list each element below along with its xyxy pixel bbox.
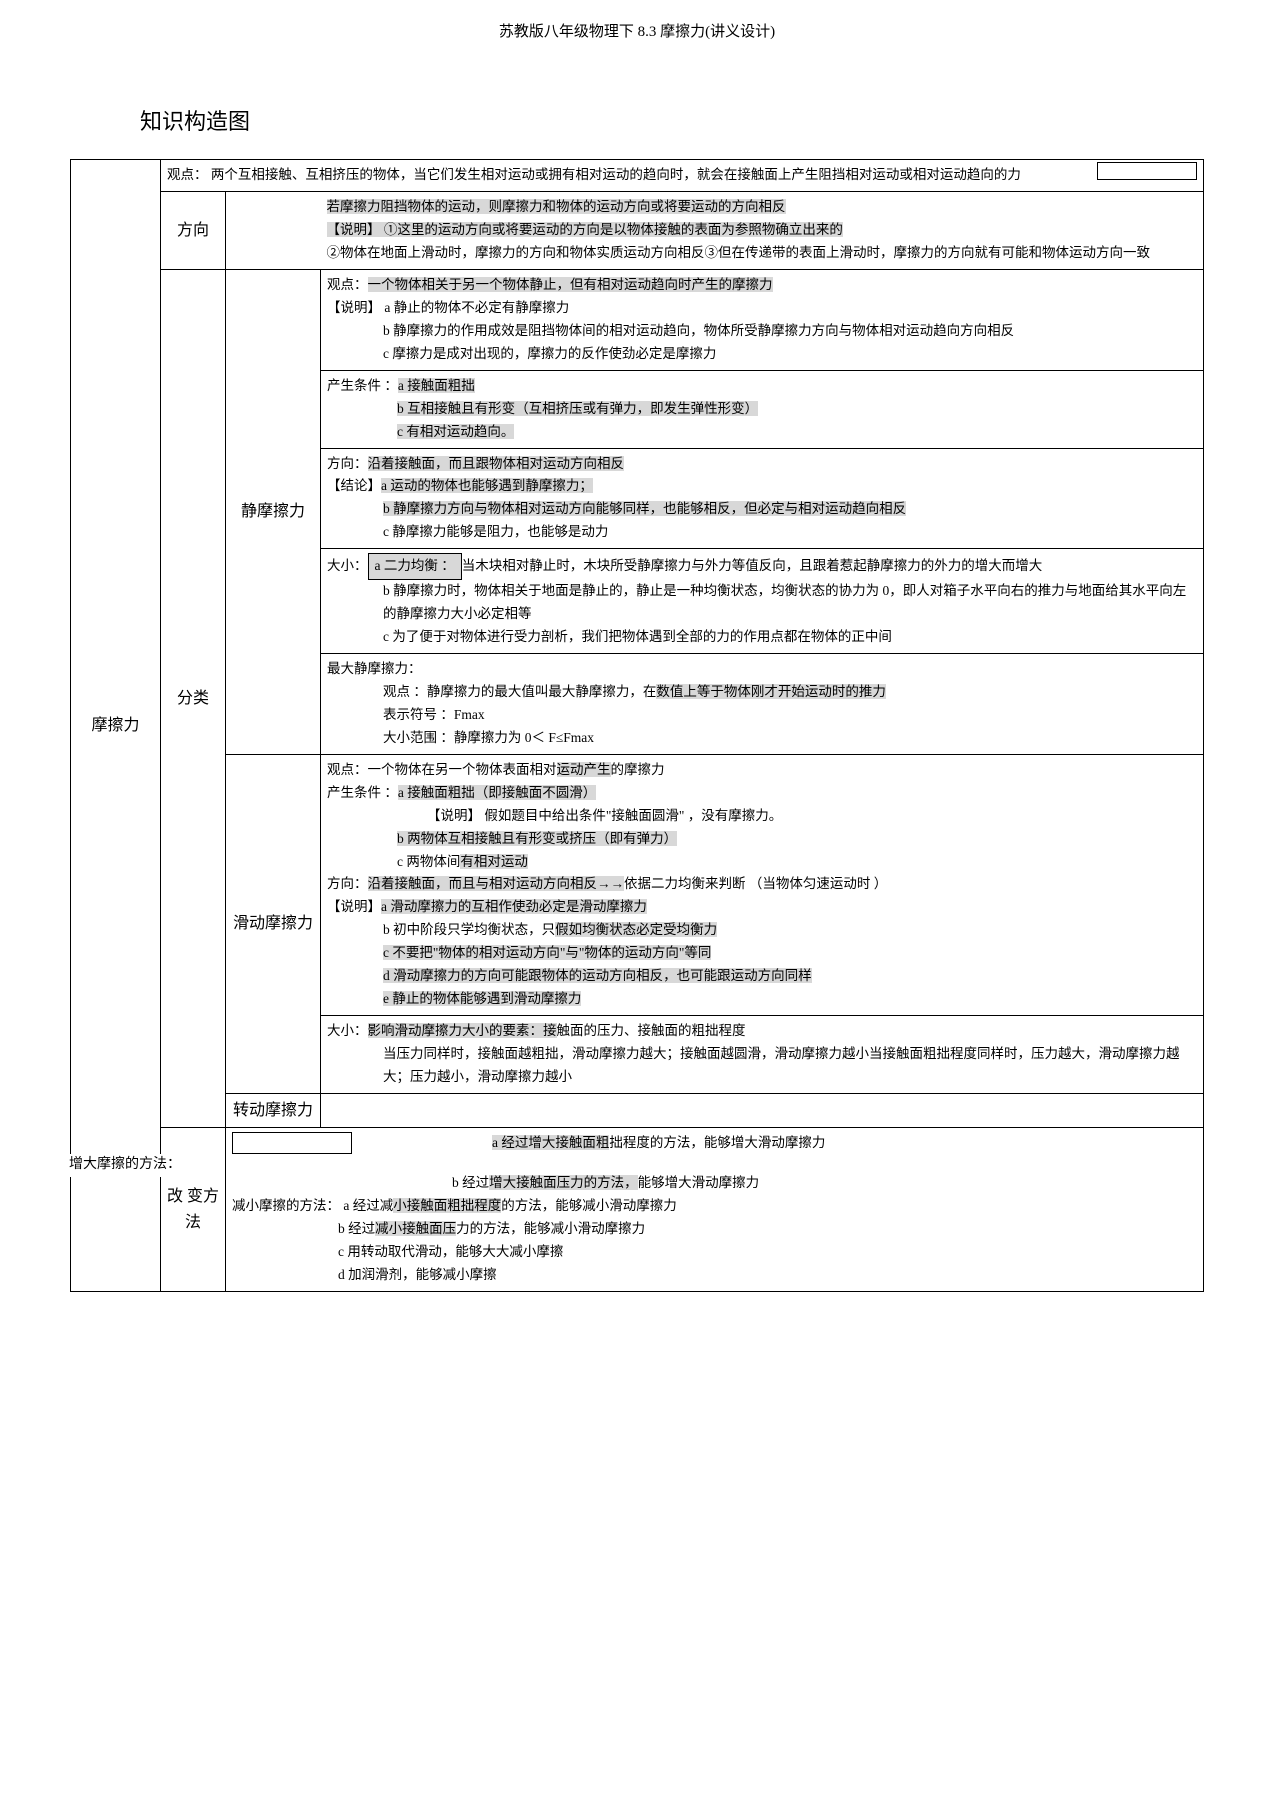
classify-label: 分类 <box>161 269 226 1128</box>
static-max: 最大静摩擦力： 观点 ：静摩擦力的最大值叫最大静摩擦力，在数值上等于物体刚才开始… <box>321 654 1204 755</box>
sld-label: 方向： <box>327 876 368 891</box>
sle-d: d 滑动摩擦力的方向可能跟物体的运动方向相反，也可能跟运动方向同样 <box>383 968 812 983</box>
sle-a: a 滑动摩擦力的互相作使劲必定是滑动摩擦力 <box>381 899 647 914</box>
static-label: 静摩擦力 <box>226 269 321 754</box>
dec-a-hl: 小接触面粗拙程度 <box>393 1198 501 1213</box>
spacer <box>226 192 321 270</box>
section-title: 知识构造图 <box>140 104 1204 139</box>
rolling-content <box>321 1093 1204 1128</box>
sv-text: 一个物体相关于另一个物体静止，但有相对运动趋向时产生的摩擦力 <box>368 277 773 292</box>
slc-a: a 接触面粗拙（即接触面不圆滑） <box>398 785 596 800</box>
rolling-label: 转动摩擦力 <box>226 1093 321 1128</box>
scl-b: b 静摩擦力方向与物体相对运动方向能够同样，也能够相反，但必定与相对运动趋向相反 <box>383 501 906 516</box>
direction-content: 若摩擦力阻挡物体的运动，则摩擦力和物体的运动方向或将要运动的方向相反 【说明】 … <box>321 192 1204 270</box>
static-size: 大小：a 二力均衡 ：当木块相对静止时，木块所受静摩擦力与外力等值反向，且跟着惹… <box>321 549 1204 654</box>
sm-sym: 表示符号 ：Fmax <box>327 704 1197 727</box>
main-label: 摩擦力 <box>71 160 161 1292</box>
sm-view-hl: 数值上等于物体刚才开始运动时的推力 <box>656 684 886 699</box>
se-a: a 静止的物体不必定有静摩擦力 <box>384 300 569 315</box>
sv-label: 观点： <box>327 277 368 292</box>
increase-label: 增大摩擦的方法： <box>67 1154 183 1176</box>
dec-label: 减小摩擦的方法： <box>232 1198 340 1213</box>
viewpoint-cell: 观点： 两个互相接触、互相挤压的物体，当它们发生相对运动或拥有相对运动的趋向时，… <box>161 160 1204 192</box>
sls-hl: 影响滑动摩擦力大小的要素：接 <box>368 1023 557 1038</box>
slc-label: 产生条件 ： <box>327 785 398 800</box>
inc-b-hl: 增大接触面压力的方法， <box>489 1175 638 1190</box>
static-dir: 方向：沿着接触面，而且跟物体相对运动方向相反 【结论】a 运动的物体也能够遇到静… <box>321 448 1204 549</box>
sd-text: 沿着接触面，而且跟物体相对运动方向相反 <box>368 456 625 471</box>
se-label: 【说明】 <box>327 300 381 315</box>
sle-c: c 不要把"物体的相对运动方向"与"物体的运动方向"等同 <box>383 945 711 960</box>
sc-label: 产生条件 ： <box>327 378 398 393</box>
sm-range: 大小范围 ：静摩擦力为 0＜ F≤Fmax <box>327 727 1197 750</box>
sc-a: a 接触面粗拙 <box>398 378 475 393</box>
sle-e: e 静止的物体能够遇到滑动摩擦力 <box>383 991 581 1006</box>
dec-d: d 加润滑剂，能够减小摩擦 <box>338 1264 1197 1287</box>
sld-hl: 沿着接触面，而且与相对运动方向相反→→ <box>368 876 625 891</box>
se-c: c 摩擦力是成对出现的，摩擦力的反作使劲必定是摩擦力 <box>327 343 1197 366</box>
sle-label: 【说明】 <box>327 899 381 914</box>
ss-a-box: a 二力均衡 ： <box>368 553 462 580</box>
inc-box <box>232 1132 352 1154</box>
change-label: 改 变方法 <box>161 1128 226 1292</box>
slv-hl: 运动产生 <box>557 762 611 777</box>
sliding-label: 滑动摩擦力 <box>226 754 321 1093</box>
sls-label: 大小： <box>327 1023 368 1038</box>
dec-b-hl: 减小接触面压 <box>375 1221 456 1236</box>
viewpoint-text: 两个互相接触、互相挤压的物体，当它们发生相对运动或拥有相对运动的趋向时，就会在接… <box>211 167 1021 182</box>
sle-b-hl: 假如均衡状态必定受均衡力 <box>555 922 717 937</box>
dir-l1: 若摩擦力阻挡物体的运动，则摩擦力和物体的运动方向或将要运动的方向相反 <box>327 199 786 214</box>
ss-b: b 静摩擦力时，物体相关于地面是静止的，静止是一种均衡状态，均衡状态的协力为 0… <box>327 580 1197 626</box>
scl-c: c 静摩擦力能够是阻力，也能够是动力 <box>327 521 1197 544</box>
inc-a-hl: a 经过增大接触面粗 <box>492 1135 609 1150</box>
se-b: b 静摩擦力的作用成效是阻挡物体间的相对运动趋向，物体所受静摩擦力方向与物体相对… <box>327 320 1197 343</box>
static-view: 观点：一个物体相关于另一个物体静止，但有相对运动趋向时产生的摩擦力 【说明】 a… <box>321 269 1204 370</box>
sm-label: 最大静摩擦力： <box>327 658 1197 681</box>
scl-label: 【结论】 <box>327 478 381 493</box>
slc-exp: 【说明】 假如题目中给出条件"接触面圆滑" ，没有摩擦力。 <box>327 805 1197 828</box>
slv-label: 观点： <box>327 762 368 777</box>
sc-b: b 互相接触且有形变（互相挤压或有弹力，即发生弹性形变） <box>397 401 758 416</box>
viewpoint-label: 观点： <box>167 167 208 182</box>
dir-l3: ②物体在地面上滑动时，摩擦力的方向和物体实质运动方向相反③但在传递带的表面上滑动… <box>327 242 1198 265</box>
ss-c: c 为了便于对物体进行受力剖析，我们把物体遇到全部的力的作用点都在物体的正中间 <box>327 626 1197 649</box>
dir-l2: 【说明】 ①这里的运动方向或将要运动的方向是以物体接触的表面为参照物确立出来的 <box>327 222 843 237</box>
static-cond: 产生条件 ：a 接触面粗拙 b 互相接触且有形变（互相挤压或有弹力，即发生弹性形… <box>321 370 1204 448</box>
sd-label: 方向： <box>327 456 368 471</box>
sliding-size: 大小：影响滑动摩擦力大小的要素：接触面的压力、接触面的粗拙程度 当压力同样时，接… <box>321 1016 1204 1094</box>
slc-c-hl: 有相对运动 <box>460 854 528 869</box>
ss-label: 大小： <box>327 558 368 573</box>
sc-c: c 有相对运动趋向。 <box>397 424 514 439</box>
methods-content: a 经过增大接触面粗拙程度的方法，能够增大滑动摩擦力 b 经过增大接触面压力的方… <box>226 1128 1204 1292</box>
page-header: 苏教版八年级物理下 8.3 摩擦力(讲义设计) <box>70 20 1204 44</box>
sm-view-pre: 观点 ：静摩擦力的最大值叫最大静摩擦力，在 <box>383 684 656 699</box>
direction-label: 方向 <box>161 192 226 270</box>
slc-b: b 两物体互相接触且有形变或挤压（即有弹力） <box>397 831 677 846</box>
dec-c: c 用转动取代滑动，能够大大减小摩擦 <box>338 1241 1197 1264</box>
sliding-top: 观点：一个物体在另一个物体表面相对运动产生的摩擦力 产生条件 ：a 接触面粗拙（… <box>321 754 1204 1015</box>
sls-p1: 当压力同样时，接触面越粗拙，滑动摩擦力越大；接触面越圆滑，滑动摩擦力越小当接触面… <box>327 1043 1197 1089</box>
blank-box <box>1097 162 1197 180</box>
scl-a: a 运动的物体也能够遇到静摩擦力； <box>381 478 593 493</box>
knowledge-table: 摩擦力 观点： 两个互相接触、互相挤压的物体，当它们发生相对运动或拥有相对运动的… <box>70 159 1204 1292</box>
